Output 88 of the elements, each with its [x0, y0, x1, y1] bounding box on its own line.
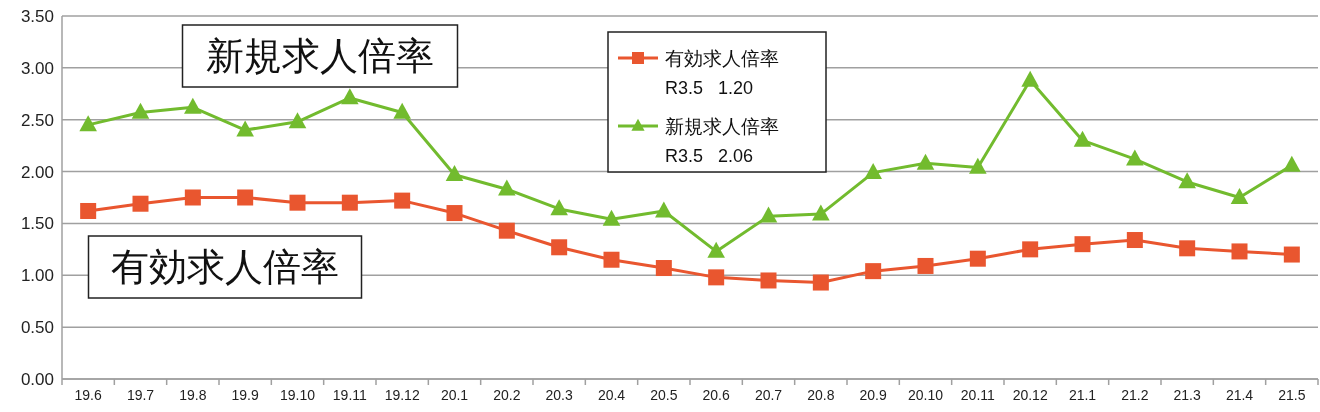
x-tick-label: 20.8 [807, 387, 835, 403]
point [602, 209, 621, 226]
x-tick-label: 21.3 [1173, 387, 1201, 403]
y-tick-label: 1.00 [20, 266, 54, 286]
y-tick-label: 2.50 [20, 110, 54, 130]
point [341, 88, 359, 105]
point [288, 112, 307, 129]
point [1022, 241, 1039, 258]
point [969, 157, 987, 174]
x-tick-label: 19.7 [126, 387, 155, 403]
point [1230, 187, 1249, 204]
point [80, 202, 97, 219]
point [1283, 155, 1301, 172]
point [445, 165, 464, 182]
x-tick-label: 20.2 [493, 387, 521, 403]
x-tick-label: 19.12 [384, 387, 420, 403]
legend-label: 新規求人倍率 [665, 116, 779, 137]
point [184, 189, 201, 206]
point [916, 153, 935, 170]
x-tick-label: 20.3 [545, 387, 573, 403]
point [759, 206, 778, 223]
point [707, 241, 725, 258]
y-tick-label: 3.50 [20, 7, 54, 26]
point [550, 199, 568, 216]
x-tick-label: 20.10 [907, 387, 944, 403]
point [498, 222, 515, 239]
point [131, 102, 150, 119]
x-tick-label: 20.9 [859, 387, 887, 403]
point [812, 274, 829, 291]
point [1126, 149, 1144, 166]
point [969, 250, 986, 267]
point [1231, 243, 1248, 260]
x-tick-label: 19.11 [332, 387, 368, 403]
x-tick-label: 20.11 [960, 387, 996, 403]
point [498, 179, 516, 196]
point [1179, 240, 1196, 257]
x-tick-label: 21.4 [1225, 387, 1254, 403]
point [1283, 246, 1300, 263]
x-tick-label: 19.10 [279, 387, 316, 403]
annotation: 有効求人倍率 [111, 246, 339, 288]
point [394, 192, 411, 209]
point [446, 205, 463, 222]
annotation: R3.5 2.06 [665, 146, 754, 166]
y-tick-label: 0.50 [20, 318, 54, 338]
x-tick-label: 21.5 [1278, 387, 1306, 403]
legend-label: 有効求人倍率 [665, 48, 779, 69]
point [551, 239, 568, 256]
y-tick-label: 1.50 [20, 214, 54, 234]
point [1021, 70, 1039, 87]
x-tick-label: 21.1 [1068, 387, 1097, 403]
point [79, 115, 97, 132]
x-tick-label: 20.1 [440, 387, 469, 403]
point [341, 194, 358, 211]
annotation: R3.5 1.20 [665, 78, 754, 98]
point [812, 204, 830, 221]
point [289, 194, 306, 211]
point [865, 263, 882, 280]
point [603, 251, 620, 268]
point [132, 195, 149, 212]
y-tick-label: 0.00 [20, 370, 54, 389]
x-tick-label: 20.7 [754, 387, 783, 403]
x-tick-label: 19.9 [231, 387, 259, 403]
x-tick-label: 19.8 [179, 387, 207, 403]
point [864, 163, 882, 180]
point [708, 269, 725, 286]
x-tick-label: 21.2 [1121, 387, 1149, 403]
point [236, 120, 254, 137]
x-tick-label: 20.12 [1012, 387, 1048, 403]
y-tick-label: 2.00 [20, 162, 54, 182]
x-tick-label: 20.5 [650, 387, 678, 403]
point [184, 97, 202, 114]
point [655, 260, 672, 277]
point [1073, 130, 1092, 147]
y-tick-label: 3.00 [20, 58, 54, 78]
x-tick-label: 19.6 [74, 387, 102, 403]
point [237, 189, 254, 206]
label-box: 新規求人倍率 [181, 24, 459, 88]
point [760, 272, 777, 289]
point [393, 102, 411, 119]
annotation: 新規求人倍率 [206, 35, 434, 77]
point [1074, 236, 1091, 253]
x-tick-label: 20.6 [702, 387, 730, 403]
point [917, 257, 934, 274]
x-tick-label: 20.4 [597, 387, 626, 403]
point [655, 201, 673, 218]
point [1178, 172, 1196, 189]
point [1126, 232, 1143, 249]
label-box: 有効求人倍率 [87, 235, 363, 299]
